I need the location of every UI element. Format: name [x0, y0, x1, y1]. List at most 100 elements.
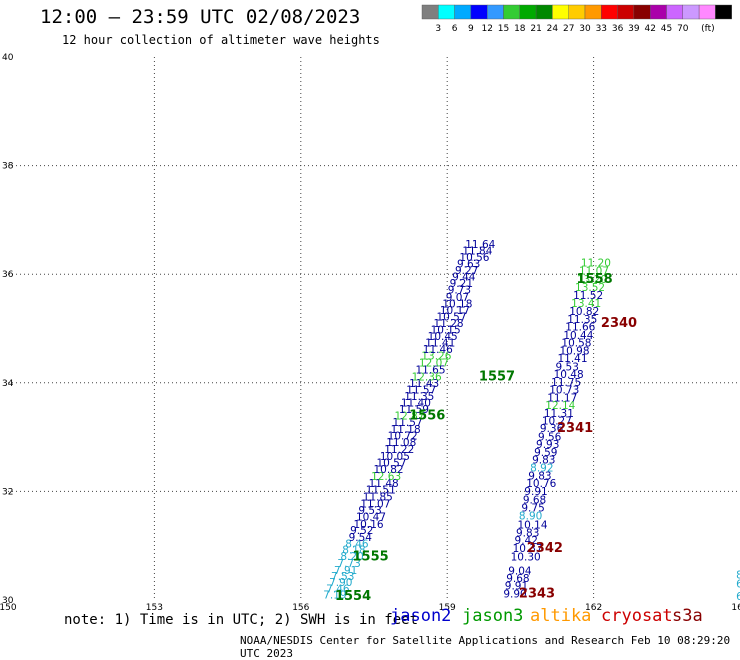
- wave-height-value: 9.59: [534, 447, 557, 459]
- wave-height-value: 9.93: [536, 439, 559, 451]
- wave-height-value: 12.14: [545, 400, 575, 412]
- wave-height-value: 9.42: [515, 535, 538, 547]
- wave-height-value: 10.45: [428, 331, 458, 343]
- wave-height-value: 8.20: [340, 551, 363, 563]
- colorbar-label: 30: [579, 24, 591, 34]
- colorbar-label: 21: [530, 24, 541, 34]
- legend-s3a: s3a: [672, 606, 703, 626]
- wave-height-value: 9.44: [452, 272, 476, 284]
- colorbar-label: 6: [452, 24, 458, 34]
- wave-height-value: 8.90: [519, 511, 542, 523]
- wave-height-value: 11.64: [465, 239, 495, 251]
- wave-height-map: 1501531561591621653032343638407.197.467.…: [0, 53, 740, 610]
- wave-height-value: 11.20: [581, 258, 611, 270]
- wave-height-value: 10.18: [442, 298, 472, 310]
- legend-cryosat: cryosat: [601, 606, 673, 626]
- x-tick-label: 150: [0, 603, 17, 610]
- colorbar-label: 45: [661, 24, 672, 34]
- wave-height-value: 8.18: [342, 544, 365, 556]
- wave-height-value: 11.46: [423, 344, 453, 356]
- wave-height-value: 9.83: [516, 527, 539, 539]
- wave-height-value: 12.63: [371, 471, 401, 483]
- wave-height-value: 10.48: [554, 369, 584, 381]
- wave-height-value: 10.57: [376, 457, 406, 469]
- wave-height-value: 11.07: [579, 266, 609, 278]
- wave-height-value: 10.16: [354, 519, 384, 531]
- wave-height-value: 13.41: [571, 298, 601, 310]
- wave-height-value: 9.75: [521, 502, 544, 514]
- wave-height-value: 10.37: [513, 543, 543, 555]
- wave-height-value: 10.82: [374, 464, 404, 476]
- wave-height-value: 9.07: [446, 292, 469, 304]
- colorbar-label: 42: [644, 24, 655, 34]
- wave-height-value: 11.75: [551, 377, 581, 389]
- credit-line: NOAA/NESDIS Center for Satellite Applica…: [240, 634, 731, 660]
- wave-height-value: 10.98: [559, 346, 589, 358]
- wave-height-value: 9.56: [538, 431, 562, 443]
- pass-number-label: 1556: [409, 409, 445, 424]
- colorbar-label: 27: [563, 24, 574, 34]
- wave-height-value: 11.52: [573, 290, 603, 302]
- wave-height-value: 7.19: [323, 589, 346, 601]
- page-subtitle: 12 hour collection of altimeter wave hei…: [62, 33, 380, 47]
- wave-height-value: 9.68: [506, 573, 529, 585]
- wave-height-value: 10.30: [511, 551, 541, 563]
- wave-height-value: 11.66: [565, 322, 595, 334]
- wave-height-value: 9.21: [450, 278, 473, 290]
- wave-height-value: 10.05: [380, 451, 410, 463]
- y-tick-label: 40: [2, 53, 14, 63]
- x-tick-label: 162: [585, 603, 602, 610]
- wave-height-value: 10.82: [569, 306, 599, 318]
- wave-height-value: 9.53: [358, 505, 381, 517]
- wave-height-value: 11.65: [415, 365, 445, 377]
- wave-height-value: 9.91: [505, 581, 528, 593]
- wave-height-value: 6: [736, 591, 740, 603]
- y-tick-label: 38: [2, 162, 14, 172]
- wave-height-value: 12.07: [419, 358, 449, 370]
- colorbar-label: 9: [468, 24, 474, 34]
- wave-height-value: 10.56: [459, 252, 489, 264]
- wave-height-value: 9.52: [350, 525, 373, 537]
- wave-height-value: 13.26: [421, 350, 451, 362]
- pass-number-label: 1554: [335, 589, 371, 604]
- x-tick-label: 165: [731, 603, 740, 610]
- wave-height-value: 11.35: [404, 391, 434, 403]
- y-tick-label: 30: [2, 596, 14, 606]
- wave-height-value: 7.73: [337, 558, 360, 570]
- wave-height-value: 7.53: [331, 571, 354, 583]
- y-tick-label: 34: [2, 379, 14, 389]
- page-title: 12:00 — 23:59 UTC 02/08/2023: [40, 6, 361, 28]
- colorbar-swatch: [715, 4, 732, 20]
- wave-height-value: 7.90: [329, 577, 352, 589]
- wave-height-value: 9.83: [532, 455, 555, 467]
- wave-height-value: 8.46: [345, 538, 369, 550]
- wave-height-value: 11.28: [434, 318, 464, 330]
- wave-height-value: 9.53: [556, 361, 579, 373]
- legend-jason3: jason3: [462, 606, 524, 626]
- wave-height-value: 8: [736, 569, 740, 581]
- wave-height-value: 13.20: [577, 274, 607, 286]
- wave-height-value: 9.36: [540, 423, 564, 435]
- wave-height-value: 11.48: [369, 478, 399, 490]
- wave-height-value: 11.07: [360, 499, 390, 511]
- wave-height-value: 10.44: [563, 330, 593, 342]
- y-tick-label: 32: [2, 487, 13, 497]
- wave-height-value: 12.36: [412, 372, 442, 384]
- wave-height-value: 9.63: [457, 259, 480, 271]
- wave-height-value: 9.73: [448, 285, 471, 297]
- colorbar-label: 33: [596, 24, 607, 34]
- wave-height-value: 11.84: [462, 246, 492, 258]
- wave-height-value: 11.31: [544, 408, 574, 420]
- wave-height-value: 9.54: [349, 532, 373, 544]
- wave-height-value: 8.92: [530, 462, 553, 474]
- wave-height-value: 11.57: [393, 417, 423, 429]
- wave-height-value: 11.08: [386, 437, 416, 449]
- wave-height-value: 10.17: [440, 305, 470, 317]
- wave-height-value: 9.90: [503, 588, 526, 600]
- pass-number-label: 1558: [577, 272, 613, 287]
- wave-height-value: 10.76: [526, 478, 556, 490]
- x-tick-label: 153: [146, 603, 163, 610]
- wave-height-value: 11.43: [409, 378, 439, 390]
- pass-number-label: 2341: [557, 421, 593, 436]
- wave-height-value: 11.40: [401, 398, 431, 410]
